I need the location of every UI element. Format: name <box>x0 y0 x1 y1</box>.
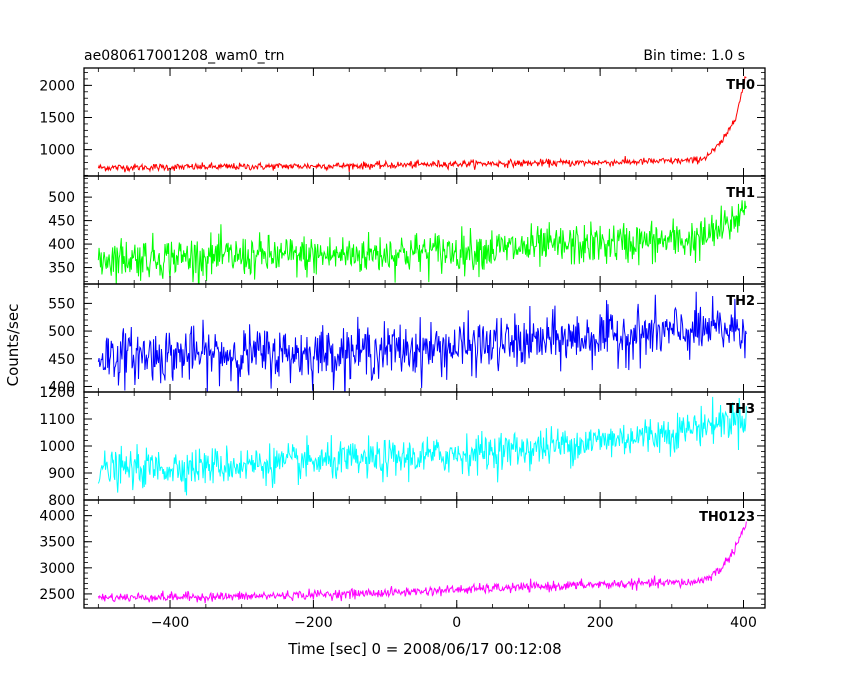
y-tick-label: 1000 <box>39 439 75 455</box>
y-tick-label: 350 <box>48 261 75 277</box>
y-tick-label: 400 <box>48 237 75 253</box>
x-tick-label: 400 <box>730 615 757 631</box>
panel-th3: 800 900 1000 1100 1200 TH3 <box>39 385 766 509</box>
x-tick-label: 200 <box>587 615 614 631</box>
panel-th0: 1000 1500 2000 TH0 <box>39 67 766 177</box>
panel-label: TH1 <box>726 186 755 201</box>
y-tick-label: 400 <box>48 379 75 395</box>
x-tick-label: −400 <box>151 615 189 631</box>
x-tick-label: 0 <box>452 615 461 631</box>
series-line-th1 <box>97 200 747 284</box>
panels-group: 1000 1500 2000 TH0 350 400 450 500 TH1 400 450 500 5… <box>39 67 766 609</box>
series-line-th0123 <box>97 521 747 604</box>
panel-th2: 400 450 500 550 TH2 <box>48 283 766 395</box>
header-left-title: ae080617001208_wam0_trn <box>84 48 285 64</box>
panel-label: TH0123 <box>699 510 755 525</box>
x-tick-label: −200 <box>294 615 332 631</box>
series-line-th0 <box>97 76 747 173</box>
y-tick-label: 1500 <box>39 111 75 127</box>
x-tick-labels: −400 −200 0 200 400 <box>151 615 757 631</box>
y-tick-label: 1000 <box>39 143 75 159</box>
y-axis-label: Counts/sec <box>4 304 22 387</box>
series-line-th3 <box>97 396 747 496</box>
panel-th1: 350 400 450 500 TH1 <box>48 175 766 285</box>
header-bin-time: Bin time: 1.0 s <box>643 48 745 64</box>
panel-frame <box>83 175 766 285</box>
y-tick-label: 500 <box>48 324 75 340</box>
y-tick-label: 800 <box>48 493 75 509</box>
x-axis-label: Time [sec] 0 = 2008/06/17 00:12:08 <box>287 640 561 658</box>
y-tick-label: 450 <box>48 352 75 368</box>
panel-th0123: 2500 3000 3500 4000 TH0123 <box>39 499 766 609</box>
panel-label: TH3 <box>726 402 755 417</box>
y-tick-label: 2000 <box>39 78 75 94</box>
series-line-th2 <box>97 291 747 392</box>
panel-label: TH2 <box>726 294 755 309</box>
panel-frame <box>83 67 766 177</box>
y-tick-label: 500 <box>48 190 75 206</box>
y-tick-label: 550 <box>48 296 75 312</box>
y-tick-label: 3000 <box>39 561 75 577</box>
y-tick-label: 450 <box>48 214 75 230</box>
y-tick-label: 2500 <box>39 587 75 603</box>
y-tick-label: 3500 <box>39 535 75 551</box>
panel-frame <box>83 499 766 609</box>
y-tick-label: 900 <box>48 466 75 482</box>
y-tick-label: 4000 <box>39 509 75 525</box>
y-tick-label: 1200 <box>39 385 75 401</box>
y-tick-label: 1100 <box>39 412 75 428</box>
panel-label: TH0 <box>726 78 755 93</box>
